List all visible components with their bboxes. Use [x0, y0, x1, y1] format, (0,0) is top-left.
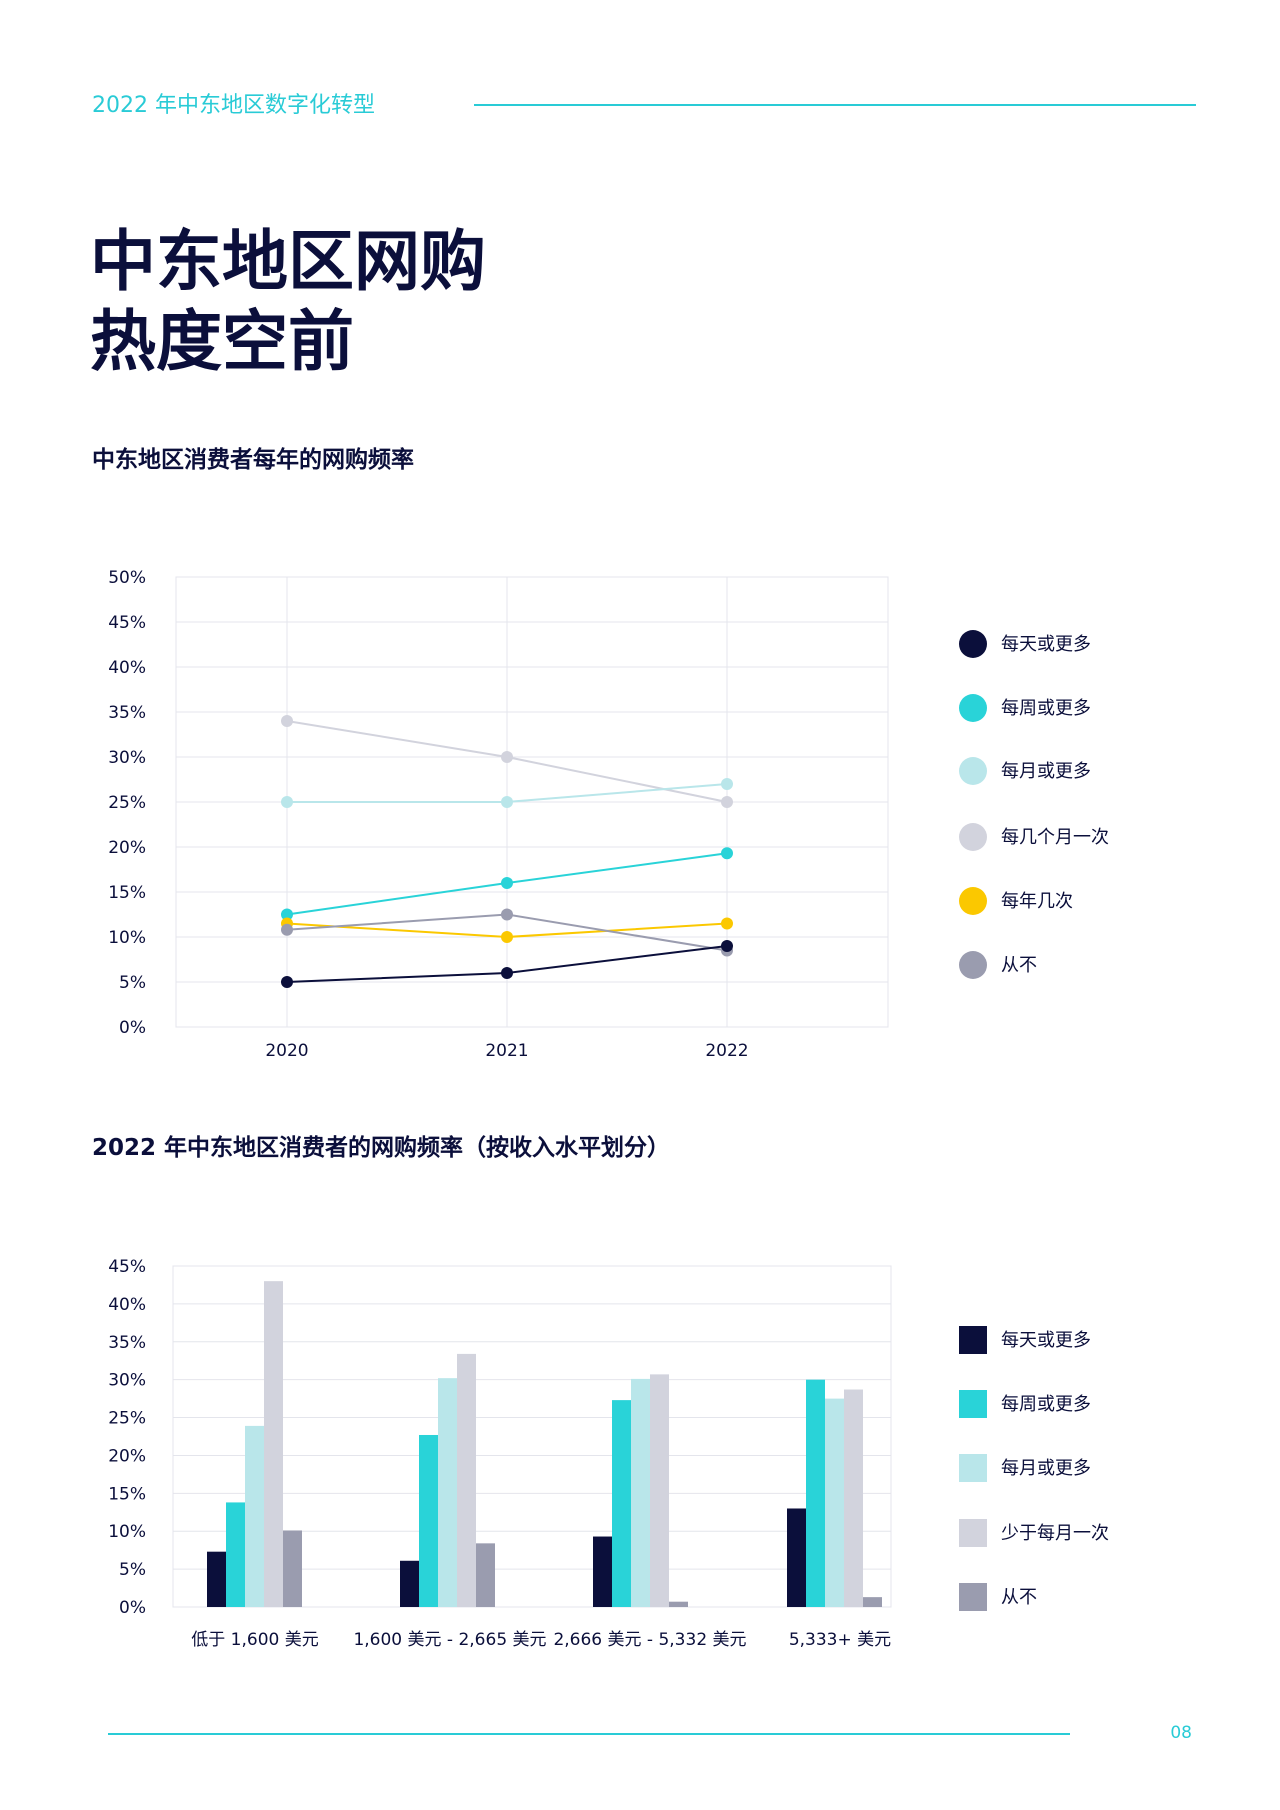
legend-marker [959, 1390, 987, 1418]
data-point [281, 976, 293, 988]
legend-label: 每周或更多 [1001, 1394, 1091, 1415]
report-header-title: 2022 年中东地区数字化转型 [92, 93, 375, 118]
legend-marker [959, 951, 987, 979]
legend-label: 每年几次 [1001, 891, 1073, 912]
x-tick-label: 1,600 美元 - 2,665 美元 [353, 1630, 546, 1650]
legend-label: 少于每月一次 [1001, 1523, 1109, 1544]
data-point [501, 877, 513, 889]
y-tick-label: 15% [108, 1484, 146, 1504]
bar [825, 1398, 844, 1607]
data-point [281, 796, 293, 808]
bar [844, 1389, 863, 1607]
legend-label: 每天或更多 [1001, 634, 1091, 655]
data-point [501, 751, 513, 763]
y-tick-label: 20% [108, 838, 146, 858]
legend-label: 每几个月一次 [1001, 827, 1109, 848]
x-tick-label: 2,666 美元 - 5,332 美元 [553, 1630, 746, 1650]
bar [438, 1378, 457, 1607]
line-chart-title: 中东地区消费者每年的网购频率 [92, 447, 414, 473]
data-point [281, 923, 293, 936]
x-tick-label: 2022 [705, 1041, 748, 1061]
data-point [721, 847, 733, 860]
y-tick-label: 5% [119, 973, 146, 993]
page-title: 中东地区网购 热度空前 [90, 222, 486, 382]
bar [419, 1434, 438, 1607]
legend-marker [959, 694, 987, 722]
y-tick-label: 25% [108, 1409, 146, 1429]
data-point [721, 778, 733, 790]
y-tick-label: 20% [108, 1446, 146, 1466]
x-tick-label: 5,333+ 美元 [789, 1630, 891, 1650]
bar [400, 1560, 419, 1607]
legend-label: 每周或更多 [1001, 698, 1091, 719]
data-point [501, 967, 513, 979]
y-tick-label: 10% [108, 928, 146, 948]
bar [207, 1551, 226, 1607]
bar [612, 1400, 631, 1607]
x-tick-label: 2020 [265, 1041, 308, 1061]
header-divider [474, 104, 1196, 106]
legend-marker [959, 887, 987, 915]
data-point [721, 940, 733, 952]
bar [631, 1378, 650, 1607]
y-tick-label: 40% [108, 1295, 146, 1315]
y-tick-label: 15% [108, 883, 146, 903]
x-tick-label: 低于 1,600 美元 [191, 1630, 318, 1650]
bar [787, 1508, 806, 1607]
y-tick-label: 50% [108, 568, 146, 588]
bar [476, 1543, 495, 1607]
y-tick-label: 0% [119, 1018, 146, 1038]
bar [264, 1281, 283, 1607]
y-tick-label: 35% [108, 703, 146, 723]
bar [283, 1530, 302, 1607]
page-number: 08 [1170, 1723, 1192, 1743]
y-tick-label: 45% [108, 1257, 146, 1277]
y-tick-label: 0% [119, 1598, 146, 1618]
data-point [501, 931, 513, 943]
legend-label: 每天或更多 [1001, 1330, 1091, 1351]
bar [226, 1502, 245, 1607]
data-point [501, 908, 513, 921]
legend-label: 从不 [1001, 1587, 1037, 1608]
bar [650, 1374, 669, 1607]
y-tick-label: 30% [108, 748, 146, 768]
y-tick-label: 45% [108, 613, 146, 633]
footer-divider [108, 1733, 1070, 1735]
y-tick-label: 30% [108, 1371, 146, 1391]
y-tick-label: 5% [119, 1560, 146, 1580]
bar [457, 1353, 476, 1607]
legend-marker [959, 1583, 987, 1611]
bar [806, 1379, 825, 1607]
legend-marker [959, 823, 987, 851]
legend-label: 每月或更多 [1001, 1458, 1091, 1479]
bar [669, 1601, 688, 1607]
data-point [281, 908, 293, 921]
legend-label: 每月或更多 [1001, 761, 1091, 782]
bar-chart: 0% 5% 10% 15% 20% 25% 30% 35% 40% 45% 低于 1,600 美元 1… [108, 1257, 1109, 1650]
legend-marker [959, 1454, 987, 1482]
legend-marker [959, 1519, 987, 1547]
y-tick-label: 35% [108, 1333, 146, 1353]
y-tick-label: 40% [108, 658, 146, 678]
legend-label: 从不 [1001, 955, 1037, 976]
legend-marker [959, 757, 987, 785]
data-point [501, 796, 513, 808]
legend-marker [959, 1326, 987, 1354]
page-title-line-2: 热度空前 [90, 303, 354, 380]
data-point [281, 715, 293, 727]
bar [863, 1597, 882, 1607]
legend-marker [959, 630, 987, 658]
bar [245, 1425, 264, 1607]
page-title-line-1: 中东地区网购 [90, 223, 486, 300]
x-tick-label: 2021 [485, 1041, 528, 1061]
bar-chart-title: 2022 年中东地区消费者的网购频率（按收入水平划分） [92, 1135, 671, 1161]
y-tick-label: 25% [108, 793, 146, 813]
data-point [721, 917, 733, 930]
line-chart: 0% 5% 10% 15% 20% 25% 30% 35% 40% 45% 50% 2020 2021 2… [108, 568, 1109, 1061]
bar [593, 1536, 612, 1607]
data-point [721, 796, 733, 808]
y-tick-label: 10% [108, 1522, 146, 1542]
